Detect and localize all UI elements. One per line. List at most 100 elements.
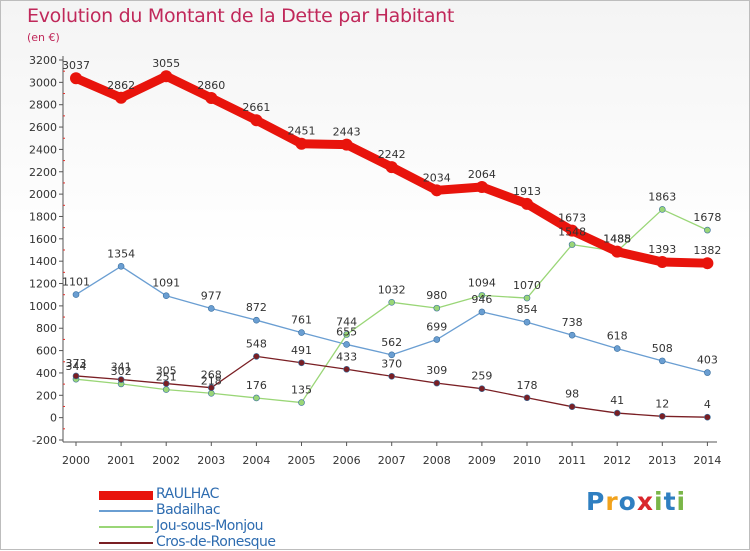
data-point [478,308,486,316]
y-tick-label: 800 [36,322,57,335]
y-tick-label: 2800 [29,99,57,112]
data-point [433,336,441,343]
data-label: 872 [246,301,267,314]
x-tick-label: 2012 [603,454,631,467]
data-point [250,114,263,127]
data-point [613,409,621,417]
legend-swatch [99,542,153,544]
data-label: 3037 [62,59,90,72]
legend-swatch [99,490,153,500]
legend-label: Jou-sous-Monjou [156,518,264,534]
series-raulhac [70,70,714,270]
data-label: 178 [517,379,538,392]
x-tick-label: 2007 [378,454,406,467]
data-label: 251 [156,371,177,384]
data-point [656,255,669,268]
data-point [568,331,576,339]
data-label: 373 [66,357,87,370]
y-tick-label: 200 [36,389,57,402]
data-point [298,359,305,367]
data-point [388,299,396,306]
data-label: 1548 [558,226,586,239]
data-label: 980 [426,289,447,302]
data-label: 302 [111,365,132,378]
data-point [523,318,531,326]
series-badailhac [72,263,711,376]
data-label: 1354 [107,247,135,260]
logo-letter: i [676,487,687,516]
data-point [704,226,711,234]
data-label: 1913 [513,185,541,198]
logo-letter: o [618,487,637,516]
y-tick-label: 2400 [29,143,57,156]
data-label: 2242 [378,148,406,161]
data-label: 1094 [468,276,496,289]
data-label: 3055 [152,57,180,70]
y-tick-label: 1600 [29,233,57,246]
data-point [343,331,350,338]
data-label: 1863 [648,190,676,203]
data-point [298,399,305,406]
data-label: 2860 [197,79,225,92]
data-label: 1382 [693,244,721,257]
chart-title: Evolution du Montant de la Dette par Hab… [27,5,455,27]
x-tick-label: 2002 [152,454,180,467]
proxiti-logo: Proxiti [586,487,686,516]
data-label: 946 [471,293,492,306]
x-tick-label: 2004 [242,454,270,467]
data-label: 41 [610,394,624,407]
y-tick-label: 3000 [29,76,57,89]
data-label: 4 [704,398,711,411]
data-point [523,294,531,302]
y-tick-label: 0 [50,412,57,425]
data-label: 259 [471,370,492,383]
data-label: 2034 [423,171,451,184]
legend-item-cros-de-ronesque: Cros-de-Ronesque [99,534,359,551]
data-label: 98 [565,388,579,401]
series-layer [70,70,714,421]
data-label: 744 [336,315,357,328]
data-point [568,403,576,410]
x-tick-label: 2001 [107,454,135,467]
x-tick-label: 2010 [513,454,541,467]
data-label: 2661 [242,101,270,114]
legend-item-badailhac: Badailhac [99,502,359,519]
series-cros-de-ronesque [72,353,711,421]
data-label: 403 [697,354,718,367]
data-point [658,206,666,213]
x-tick-label: 2011 [558,454,586,467]
data-point [478,292,486,299]
logo-letter: r [605,487,619,516]
data-label: 2451 [288,125,316,138]
data-point [162,292,170,300]
data-label: 548 [246,337,267,350]
data-label: 1393 [648,243,676,256]
data-label: 268 [201,369,222,382]
data-point [521,197,533,210]
data-point [658,413,666,420]
data-point [704,369,711,376]
data-label: 344 [66,360,87,373]
data-point [162,386,170,393]
data-label: 2862 [107,79,135,92]
data-point [208,389,215,397]
legend-label: Badailhac [156,502,221,518]
data-label: 433 [336,350,357,363]
logo-letter: t [663,487,677,516]
data-point [658,357,666,365]
legend-label: Cros-de-Ronesque [156,534,276,550]
x-tick-label: 2008 [423,454,451,467]
data-point [162,380,170,387]
data-label: 370 [381,357,402,370]
logo-letter: x [636,487,654,516]
x-tick-label: 2003 [197,454,225,467]
data-point [160,70,173,83]
data-label: 1678 [693,211,721,224]
chart-axes: -200 0 200 400 600 800 1000 1200 1400 1600 1800 200… [29,54,721,467]
data-label: 738 [562,316,583,329]
x-tick-label: 2006 [333,454,361,467]
data-label: 1032 [378,283,406,296]
y-tick-label: 3200 [29,54,57,67]
data-label: 1091 [152,277,180,290]
